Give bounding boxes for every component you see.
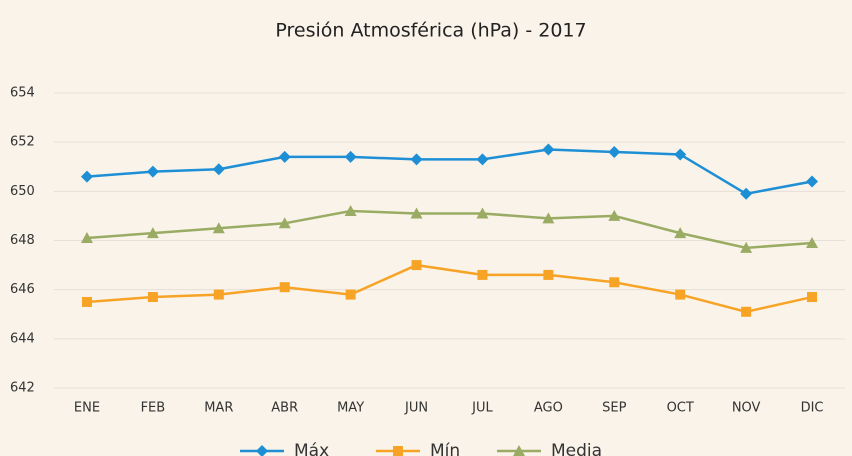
legend: Máx Mín Media [240,441,602,456]
y-tick-label: 646 [10,282,35,297]
legend-marker [256,445,268,456]
legend-label: Mín [430,441,460,456]
data-point [279,282,290,293]
legend-label: Máx [294,441,329,456]
data-point [212,163,225,176]
data-point [410,207,423,219]
y-tick-label: 652 [10,135,35,150]
data-point [542,212,555,224]
data-point [741,306,752,317]
y-tick-label: 648 [10,233,35,248]
data-point [147,292,158,303]
data-point [213,289,224,300]
x-tick-label: SEP [602,401,626,416]
legend-label: Media [551,441,602,456]
data-point [543,269,554,280]
data-point [81,296,92,307]
data-point [146,165,159,178]
data-point [146,227,159,239]
data-point [806,175,819,188]
data-point [674,227,687,239]
data-point [674,148,687,161]
x-tick-label: OCT [667,401,694,416]
x-tick-label: MAY [337,401,364,416]
data-point [344,205,357,216]
x-tick-label: AGO [534,401,563,416]
x-tick-label: JUN [404,401,428,416]
series-line [86,209,813,250]
series-line [86,148,813,196]
data-point [476,153,489,166]
series-line [86,263,813,314]
data-point [344,150,357,163]
data-point [345,289,356,300]
x-tick-label: FEB [141,401,166,416]
legend-marker [393,446,403,456]
data-point [278,150,291,163]
data-point [740,241,753,253]
data-point [608,146,621,158]
data-point [740,187,753,200]
data-point [80,232,93,244]
x-tick-label: MAR [204,401,233,416]
legend-marker [513,445,525,456]
data-point [675,289,686,300]
data-point [806,236,819,248]
data-point [278,217,291,229]
chart-title: Presión Atmosférica (hPa) - 2017 [275,20,586,42]
data-point [212,222,225,234]
x-tick-label: ENE [74,401,100,416]
y-tick-label: 654 [10,86,35,101]
data-point [80,170,93,183]
x-tick-label: NOV [732,401,761,416]
data-point [477,269,488,280]
y-tick-label: 642 [10,381,35,396]
x-tick-label: ABR [271,401,298,416]
data-point [609,277,620,288]
y-tick-label: 644 [10,331,35,346]
data-point [807,292,818,303]
data-point [410,153,423,166]
x-tick-label: DIC [801,401,824,416]
x-tick-label: JUL [471,401,493,416]
data-point [476,207,489,219]
data-point [411,260,422,271]
data-point [542,143,555,156]
data-point [608,209,621,221]
y-tick-label: 650 [10,184,35,199]
